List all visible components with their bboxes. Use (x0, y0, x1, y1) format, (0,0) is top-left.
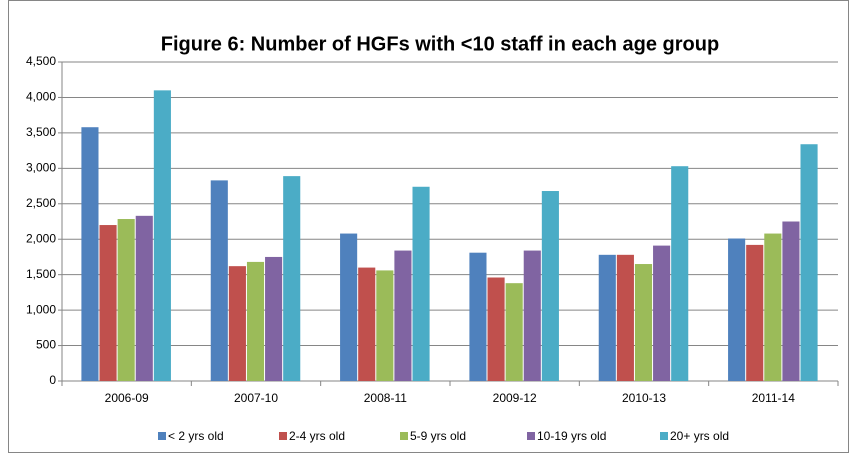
bar (746, 244, 764, 381)
legend-swatch (279, 432, 287, 440)
bar (283, 176, 301, 381)
x-tick-label: 2007-10 (234, 391, 278, 405)
y-tick-label: 3,000 (26, 161, 56, 175)
bar (340, 233, 358, 381)
bar (469, 252, 487, 381)
bar (541, 191, 559, 381)
y-tick-label: 500 (36, 338, 56, 352)
x-tick-label: 2011-14 (752, 391, 795, 405)
bar (782, 221, 800, 381)
bar (598, 254, 616, 381)
bar (616, 254, 634, 381)
legend-label: 20+ yrs old (670, 429, 729, 443)
y-tick-label: 0 (49, 373, 56, 387)
y-tick-label: 1,500 (26, 267, 56, 281)
bar (487, 277, 505, 381)
bar (228, 266, 246, 381)
chart-title: Figure 6: Number of HGFs with <10 staff … (161, 33, 719, 55)
bar (210, 180, 228, 381)
x-tick-label: 2008-11 (364, 391, 407, 405)
bar (81, 127, 99, 382)
legend-label: 5-9 yrs old (410, 429, 466, 443)
bar (153, 90, 171, 381)
bar (376, 270, 394, 381)
x-tick-label: 2010-13 (622, 391, 666, 405)
bar (117, 219, 135, 381)
bar (764, 233, 782, 381)
bar (99, 225, 117, 381)
bar (246, 261, 265, 381)
y-tick-label: 4,000 (26, 90, 56, 104)
bar (523, 250, 541, 381)
bar (671, 166, 689, 381)
legend-swatch (400, 432, 408, 440)
legend-label: 10-19 yrs old (537, 429, 606, 443)
bar (634, 264, 653, 381)
x-tick-label: 2006-09 (105, 391, 149, 405)
legend-swatch (158, 432, 166, 440)
legend-swatch (660, 432, 668, 440)
legend-label: 2-4 yrs old (289, 429, 345, 443)
bar (358, 267, 376, 381)
bar (800, 144, 818, 381)
y-tick-label: 2,500 (26, 196, 56, 210)
bar (394, 250, 412, 381)
bar (135, 215, 153, 381)
legend-label: < 2 yrs old (168, 429, 224, 443)
y-tick-label: 2,000 (26, 231, 56, 245)
bar (505, 283, 523, 381)
x-tick-label: 2009-12 (493, 391, 537, 405)
bar (265, 256, 283, 381)
bar (728, 238, 746, 381)
legend-swatch (527, 432, 535, 440)
bar (412, 186, 430, 381)
y-tick-label: 1,000 (26, 302, 56, 316)
bar (653, 245, 671, 381)
y-tick-label: 3,500 (26, 125, 56, 139)
y-tick-label: 4,500 (26, 54, 56, 68)
